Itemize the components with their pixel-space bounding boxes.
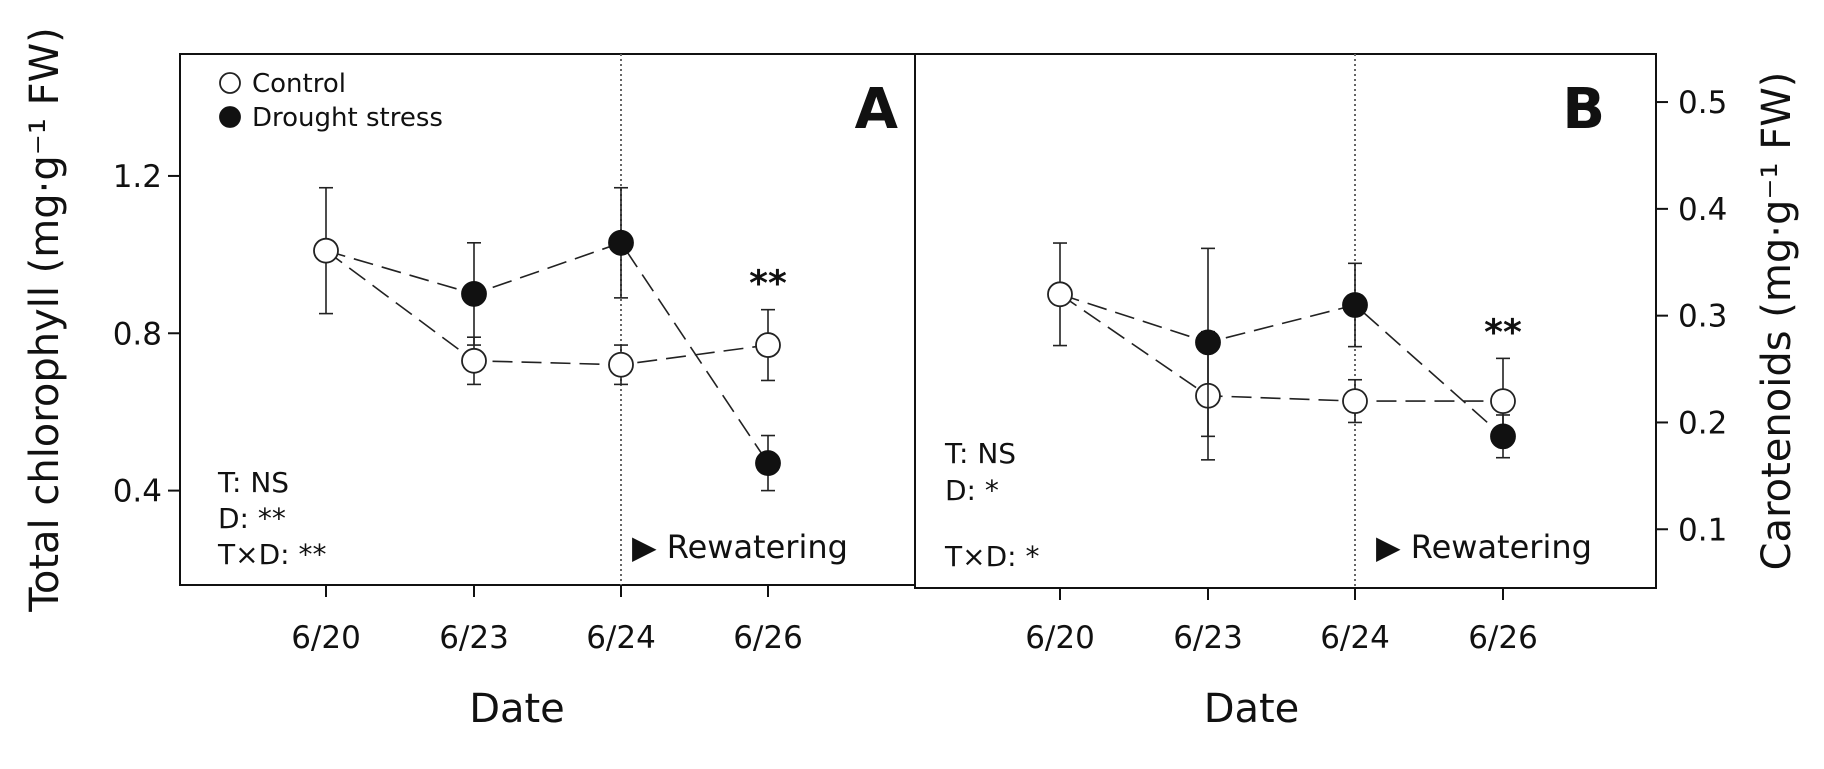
y-tick-label: 1.2 — [113, 159, 162, 195]
stats-line: D: * — [945, 474, 999, 507]
panel-letter: B — [1562, 77, 1605, 142]
rewatering-label: ▶ Rewatering — [1376, 528, 1592, 566]
series-line-control — [1059, 293, 1503, 402]
panel-b: 6/20 6/23 6/24 6/26 Date 0.1 0.2 0.3 0.4 0.5 Carot… — [914, 53, 1800, 732]
drought-point — [755, 450, 781, 476]
control-point — [1490, 388, 1516, 415]
x-tick-label: 6/24 — [586, 620, 656, 656]
x-tick-label: 6/20 — [1025, 620, 1095, 656]
stats-line: T: NS — [944, 437, 1016, 470]
y-tick-label: 0.8 — [113, 316, 162, 352]
control-point — [313, 237, 339, 264]
legend-drought-label: Drought stress — [252, 103, 443, 133]
y-tick-label: 0.4 — [113, 474, 162, 510]
y-tick-label: 0.3 — [1678, 299, 1727, 335]
series-line-drought — [325, 241, 769, 464]
x-tick-label: 6/24 — [1320, 620, 1390, 656]
stats-line: D: ** — [218, 502, 286, 535]
control-point — [1047, 281, 1073, 308]
drought-point — [1195, 329, 1221, 356]
significance-label: ** — [1484, 312, 1522, 353]
control-point — [1342, 388, 1368, 415]
y-axis-title: Total chlorophyll (mg·g⁻¹ FW) — [22, 27, 68, 613]
control-point — [755, 332, 781, 358]
panel-letter: A — [855, 77, 899, 142]
x-tick-label: 6/26 — [1468, 620, 1538, 656]
stats-line: T×D: * — [944, 540, 1039, 573]
series-line-drought — [1059, 293, 1504, 437]
stats-line: T×D: ** — [217, 538, 326, 571]
x-tick-label: 6/23 — [439, 620, 509, 656]
x-axis-title: Date — [1204, 686, 1300, 732]
control-point — [608, 351, 634, 378]
drought-point — [608, 229, 634, 256]
y-tick-label: 0.2 — [1678, 405, 1727, 441]
significance-label: ** — [749, 264, 787, 305]
plot-frame — [179, 53, 916, 586]
x-tick-label: 6/26 — [733, 620, 803, 656]
legend-drought-marker — [219, 106, 241, 128]
legend-control-label: Control — [252, 69, 346, 99]
control-point — [461, 347, 487, 374]
y-axis-title: Carotenoids (mg·g⁻¹ FW) — [1754, 72, 1800, 571]
y-tick-label: 0.4 — [1678, 192, 1727, 228]
y-tick-label: 0.1 — [1678, 512, 1727, 548]
stats-line: T: NS — [217, 466, 289, 499]
rewatering-label: ▶ Rewatering — [632, 528, 848, 566]
x-axis-title: Date — [469, 686, 565, 732]
x-tick-label: 6/23 — [1173, 620, 1243, 656]
y-tick-label: 0.5 — [1678, 85, 1727, 121]
x-tick-label: 6/20 — [291, 620, 361, 656]
panel-a: 6/20 6/23 6/24 6/26 Date 0.4 0.8 1.2 Total chlor… — [22, 27, 916, 732]
drought-point — [1490, 423, 1516, 450]
legend-control-marker — [219, 72, 241, 94]
drought-point — [1342, 292, 1368, 318]
plot-frame — [914, 53, 1657, 589]
series-line-control — [325, 250, 769, 366]
drought-point — [461, 281, 487, 307]
